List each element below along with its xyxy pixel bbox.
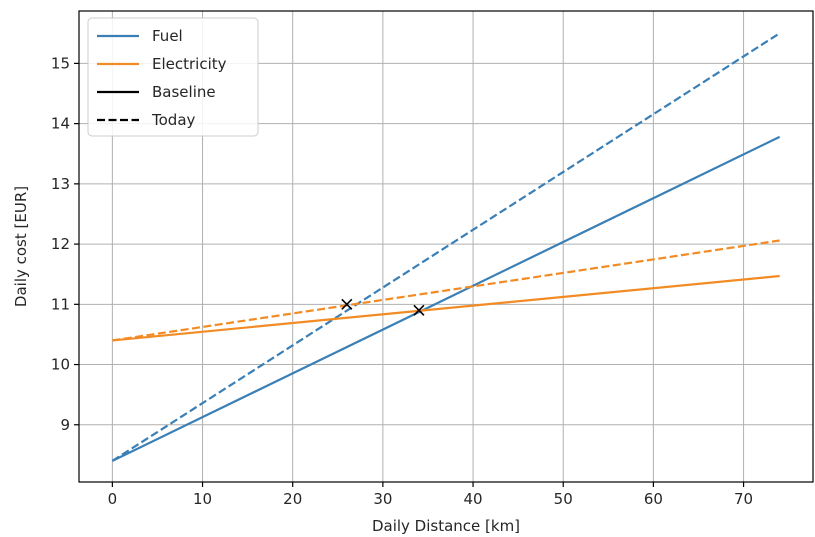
y-tick-label-2: 11: [51, 295, 70, 313]
series-line-2: [112, 274, 780, 342]
x-tick-label-5: 50: [554, 490, 573, 508]
x-tick-label-2: 20: [283, 490, 302, 508]
x-tick-label-3: 30: [373, 490, 392, 508]
legend-label-2: Baseline: [152, 83, 216, 101]
y-tick-label-6: 15: [51, 54, 70, 72]
intersection-marker-1: [413, 304, 425, 316]
series-line-3: [112, 239, 780, 342]
series-layer: [111, 32, 781, 462]
y-axis-label: Daily cost [EUR]: [12, 186, 30, 307]
grid: [79, 11, 813, 482]
x-tick-label-1: 10: [193, 490, 212, 508]
x-axis-label: Daily Distance [km]: [372, 517, 520, 535]
x-tick-label-0: 0: [108, 490, 118, 508]
legend-label-0: Fuel: [152, 27, 183, 45]
legend-label-3: Today: [151, 111, 196, 129]
series-line-1: [111, 32, 781, 462]
y-tick-label-4: 13: [51, 175, 70, 193]
intersection-marker-0: [341, 298, 353, 310]
y-tick-label-1: 10: [51, 356, 70, 374]
y-tick-label-5: 14: [51, 115, 70, 133]
legend: Fuel Electricity Baseline Today: [87, 17, 259, 137]
marker-layer: [341, 298, 425, 316]
series-line-0: [111, 135, 781, 462]
plot-frame: [78, 10, 814, 483]
x-tick-label-6: 60: [644, 490, 663, 508]
legend-box: [87, 17, 259, 137]
ticks: 0 10 20 30 40 50 60 70 9 10 11 12 13 14 15: [51, 54, 753, 508]
y-tick-label-3: 12: [51, 235, 70, 253]
x-tick-label-7: 70: [734, 490, 753, 508]
x-tick-label-4: 40: [464, 490, 483, 508]
legend-label-1: Electricity: [152, 55, 227, 73]
y-tick-label-0: 9: [60, 416, 70, 434]
